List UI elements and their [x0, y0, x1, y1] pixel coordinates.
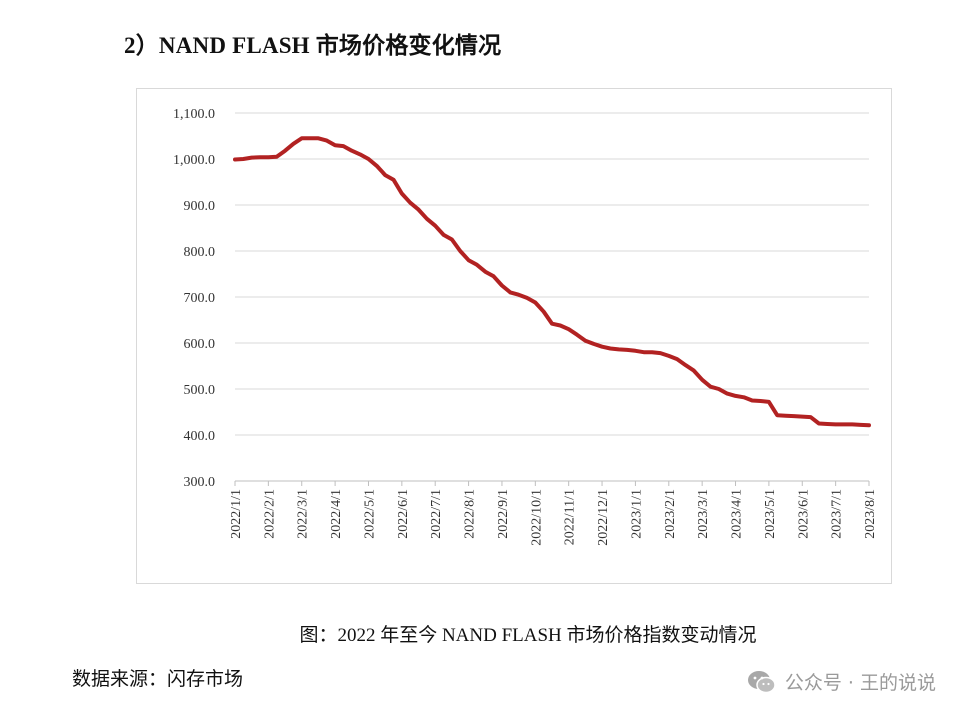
watermark-text: 公众号 · 王的说说: [784, 672, 936, 694]
x-tick-label: 2022/12/1: [596, 489, 611, 546]
price-index-line-chart: 300.0 400.0 500.0 600.0 700.0 800.0 900.0 1,000…: [173, 107, 878, 546]
y-tick-label: 1,000.0: [173, 153, 215, 168]
x-tick-label: 2022/5/1: [362, 489, 377, 539]
x-tick-label: 2023/1/1: [629, 489, 644, 539]
section-heading: 2）NAND FLASH 市场价格变化情况: [124, 33, 502, 58]
x-axis-tick-labels: 2022/1/1 2022/2/1 2022/3/1 2022/4/1 2022/5/1…: [229, 489, 878, 546]
x-tick-label: 2022/1/1: [229, 489, 244, 539]
y-tick-label: 600.0: [184, 337, 216, 352]
y-tick-label: 800.0: [184, 245, 216, 260]
x-tick-label: 2023/6/1: [796, 489, 811, 539]
x-tick-label: 2023/5/1: [763, 489, 778, 539]
y-tick-label: 700.0: [184, 291, 216, 306]
x-tick-label: 2022/6/1: [396, 489, 411, 539]
x-tick-label: 2022/11/1: [563, 489, 578, 545]
x-tick-label: 2023/4/1: [730, 489, 745, 539]
x-tick-label: 2023/2/1: [663, 489, 678, 539]
axes: [234, 480, 870, 486]
x-tick-label: 2022/10/1: [529, 489, 544, 546]
x-tick-label: 2023/3/1: [696, 489, 711, 539]
x-tick-label: 2022/7/1: [429, 489, 444, 539]
y-tick-label: 1,100.0: [173, 107, 215, 122]
gridlines: [235, 112, 869, 482]
y-axis-tick-labels: 300.0 400.0 500.0 600.0 700.0 800.0 900.0 1,000…: [173, 107, 215, 490]
x-tick-label: 2023/8/1: [863, 489, 878, 539]
x-tick-label: 2022/9/1: [496, 489, 511, 539]
y-tick-label: 400.0: [184, 429, 216, 444]
series-layer: [233, 136, 871, 428]
data-source-note: 数据来源：闪存市场: [72, 669, 244, 690]
y-tick-label: 900.0: [184, 199, 216, 214]
series-line: [233, 136, 871, 428]
x-tick-label: 2023/7/1: [830, 489, 845, 539]
x-tick-label: 2022/8/1: [463, 489, 478, 539]
x-tick-label: 2022/2/1: [262, 489, 277, 539]
watermark: 公众号 · 王的说说: [747, 668, 936, 695]
chart-frame: 300.0 400.0 500.0 600.0 700.0 800.0 900.0 1,000…: [136, 88, 892, 584]
wechat-icon: [747, 670, 776, 693]
x-tick-label: 2022/4/1: [329, 489, 344, 539]
x-tick-label: 2022/3/1: [296, 489, 311, 539]
figure-caption: 图：2022 年至今 NAND FLASH 市场价格指数变动情况: [299, 625, 757, 646]
y-tick-label: 500.0: [184, 383, 216, 398]
y-tick-label: 300.0: [184, 475, 216, 490]
